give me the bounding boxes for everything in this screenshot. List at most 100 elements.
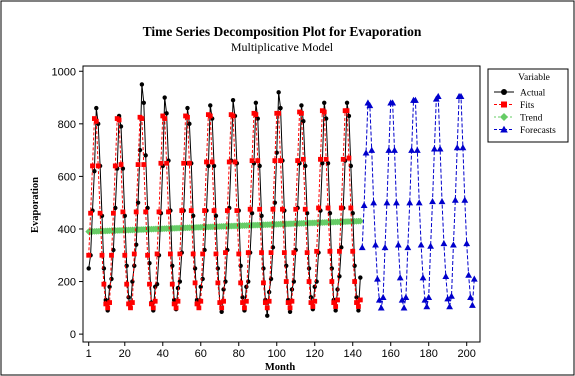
- data-point-actual: [249, 211, 255, 216]
- y-axis-ticks: 0 200 400 600 800 1000: [52, 66, 83, 341]
- data-point-actual: [350, 211, 355, 216]
- data-point-fits: [86, 252, 92, 258]
- data-point-fits: [185, 114, 190, 120]
- data-point-actual: [215, 266, 221, 271]
- data-point-forecasts: [383, 199, 391, 206]
- data-point-forecasts: [406, 199, 414, 206]
- data-point-fits: [215, 280, 221, 286]
- data-point-fits: [321, 109, 327, 115]
- data-point-fits: [122, 252, 128, 258]
- data-point-actual: [354, 295, 359, 300]
- data-point-fits: [357, 297, 363, 303]
- data-point-fits: [166, 209, 171, 215]
- data-point-fits: [217, 300, 223, 305]
- data-point-fits: [262, 300, 268, 305]
- data-point-fits: [299, 110, 304, 116]
- series-line-fits: [88, 109, 361, 310]
- data-point-fits: [302, 206, 308, 212]
- data-point-forecasts: [425, 293, 433, 301]
- data-point-actual: [208, 103, 213, 108]
- data-point-fits: [270, 206, 276, 212]
- data-point-actual: [190, 213, 196, 219]
- data-point-forecasts: [463, 240, 471, 247]
- data-point-forecasts: [404, 243, 412, 251]
- data-point-actual: [322, 100, 327, 106]
- data-point-fits: [213, 251, 219, 257]
- data-point-fits: [173, 305, 179, 311]
- data-point-fits: [329, 279, 335, 284]
- data-point-forecasts: [385, 146, 393, 153]
- data-point-fits: [356, 304, 361, 309]
- data-point-fits: [154, 251, 160, 257]
- data-point-fits: [200, 251, 206, 257]
- data-point-fits: [325, 205, 331, 211]
- data-point-fits: [190, 251, 196, 257]
- data-point-actual: [187, 121, 192, 127]
- data-point-fits: [268, 250, 274, 256]
- data-point-fits: [152, 298, 158, 304]
- data-point-forecasts: [389, 99, 397, 106]
- data-point-actual: [206, 163, 211, 169]
- data-point-actual: [268, 276, 274, 282]
- data-point-fits: [295, 158, 301, 164]
- x-axis-ticks: 1 20 40 60 80 100 120 140 160 180 200: [86, 342, 476, 360]
- data-point-fits: [354, 300, 359, 305]
- data-point-actual: [103, 297, 108, 303]
- data-point-actual: [284, 263, 289, 268]
- data-point-fits: [344, 108, 350, 114]
- legend-label: Actual: [520, 89, 546, 99]
- data-point-actual: [213, 213, 219, 219]
- data-point-forecasts: [381, 243, 389, 251]
- data-point-fits: [259, 250, 264, 256]
- data-point-forecasts: [413, 146, 421, 153]
- data-point-fits: [243, 298, 249, 304]
- data-point-fits: [97, 210, 103, 216]
- data-point-actual: [244, 284, 249, 289]
- data-point-forecasts: [400, 304, 408, 311]
- data-point-fits: [194, 301, 200, 307]
- data-point-forecasts: [457, 92, 465, 99]
- data-point-actual: [287, 309, 293, 314]
- data-point-fits: [281, 250, 287, 256]
- data-point-fits: [278, 158, 283, 164]
- data-point-fits: [131, 251, 137, 257]
- data-point-fits: [196, 305, 202, 311]
- data-point-fits: [141, 162, 147, 167]
- data-point-forecasts: [429, 197, 436, 205]
- legend-label: Forecasts: [520, 126, 556, 136]
- data-point-fits: [171, 301, 177, 307]
- y-axis-label: Evaporation: [30, 177, 41, 233]
- y-tick-label: 400: [58, 224, 76, 236]
- y-tick-label: 600: [58, 171, 76, 183]
- data-point-actual: [143, 153, 148, 158]
- data-point-forecasts: [375, 296, 383, 303]
- data-point-fits: [158, 160, 164, 166]
- data-point-actual: [339, 245, 344, 250]
- data-point-forecasts: [379, 293, 387, 301]
- data-point-actual: [337, 274, 342, 279]
- data-point-fits: [209, 159, 215, 165]
- data-point-fits: [226, 159, 232, 165]
- data-point-fits: [266, 298, 272, 304]
- data-point-forecasts: [459, 144, 467, 151]
- y-tick-label: 0: [70, 329, 76, 341]
- data-point-fits: [147, 281, 152, 287]
- data-point-forecasts: [438, 197, 446, 205]
- data-point-forecasts: [453, 144, 461, 151]
- data-point-actual: [303, 163, 308, 169]
- data-point-actual: [358, 275, 363, 280]
- data-point-actual: [356, 308, 361, 313]
- data-point-fits: [211, 208, 217, 213]
- data-point-fits: [280, 206, 285, 212]
- data-point-fits: [300, 156, 306, 162]
- data-point-forecasts: [427, 242, 435, 249]
- data-point-fits: [247, 206, 253, 212]
- data-point-fits: [316, 205, 321, 211]
- y-tick-label: 200: [58, 277, 76, 289]
- data-point-actual: [257, 163, 262, 169]
- data-point-forecasts: [366, 102, 374, 109]
- data-point-fits: [150, 305, 156, 311]
- data-point-fits: [164, 160, 169, 166]
- data-point-forecasts: [374, 275, 381, 282]
